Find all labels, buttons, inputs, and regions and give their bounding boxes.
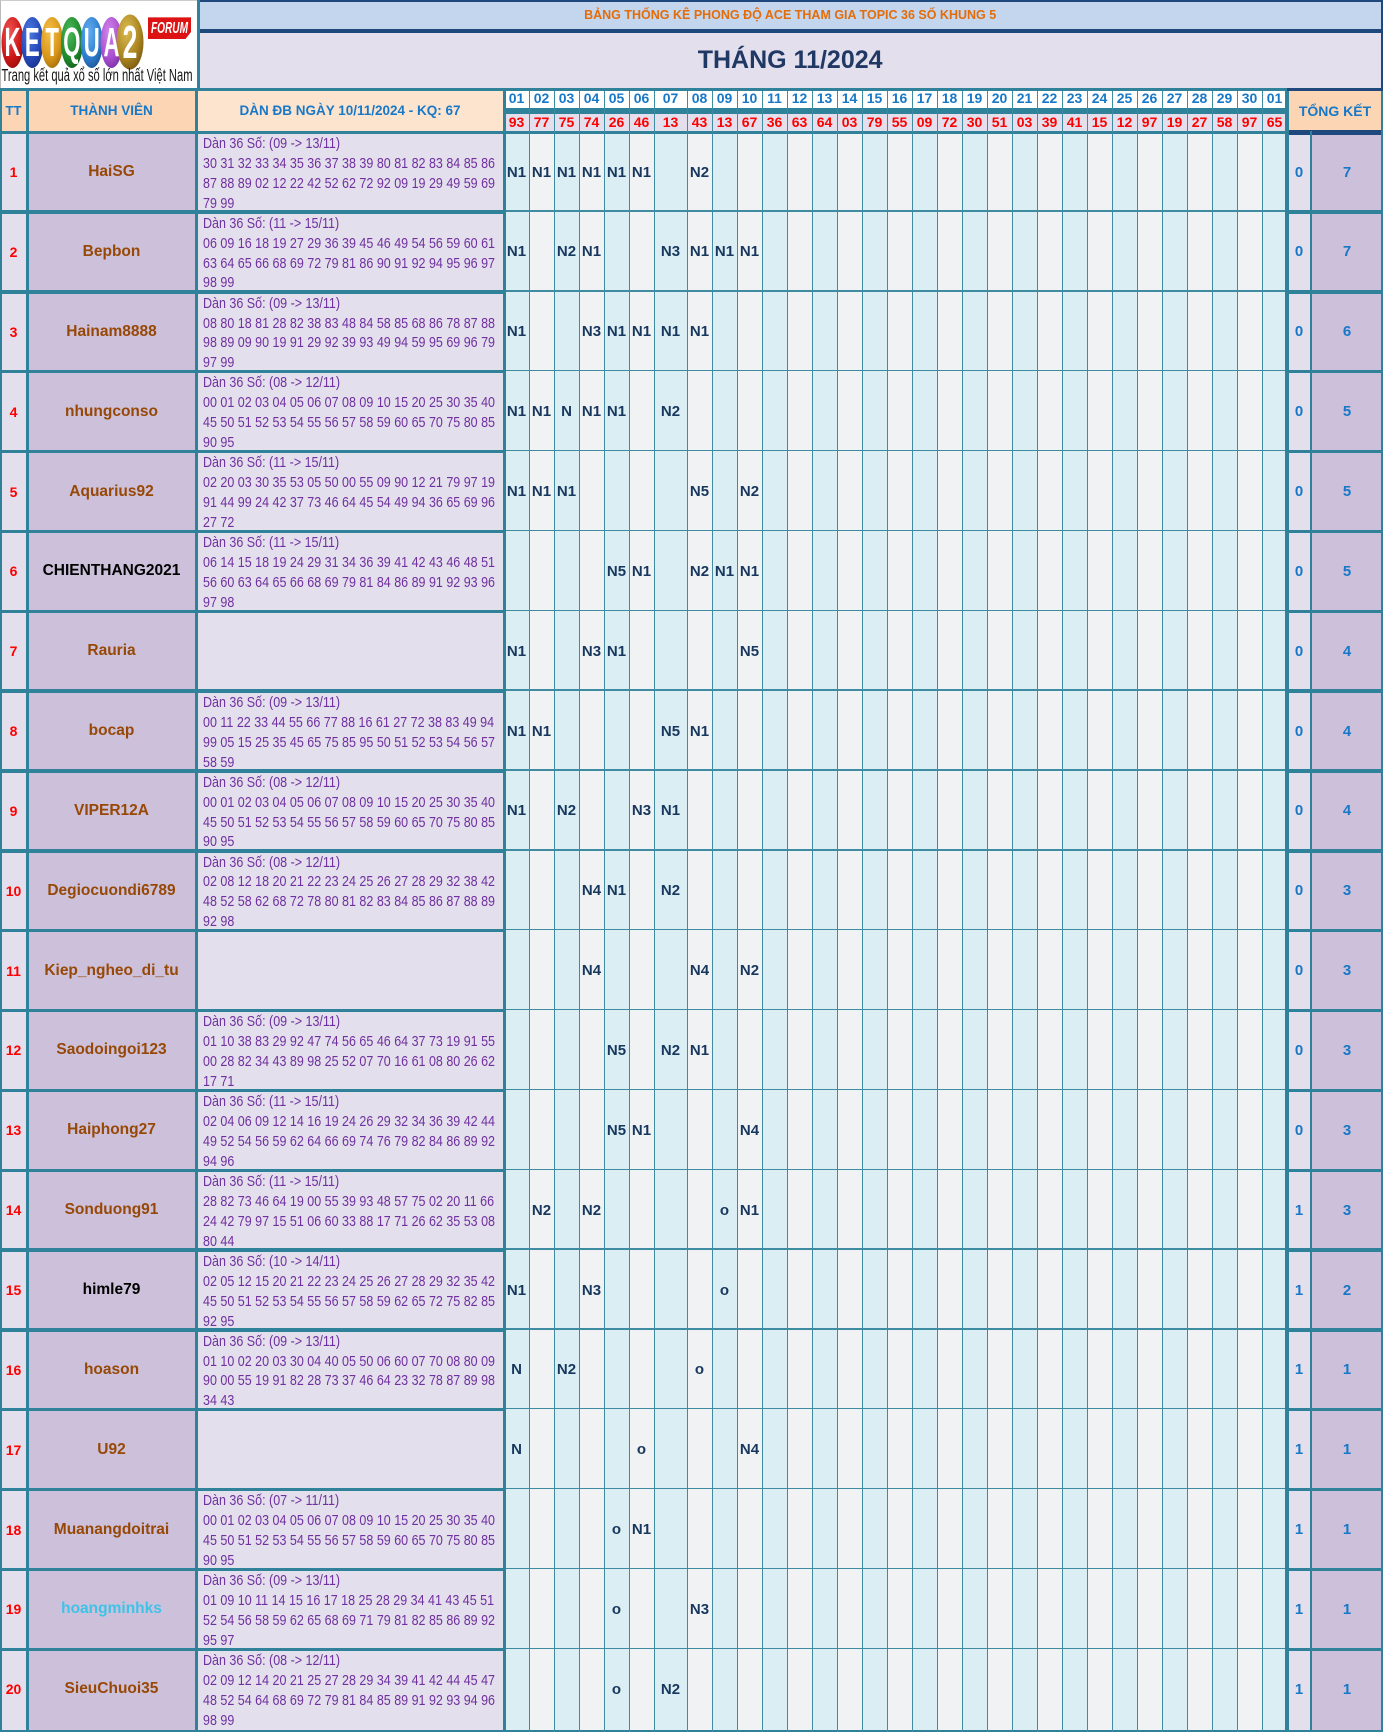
svg-text:T: T — [45, 19, 59, 65]
svg-text:Trang kết quả xổ số lớn nhất V: Trang kết quả xổ số lớn nhất Việt Nam — [2, 65, 193, 85]
svg-text:Q: Q — [63, 19, 80, 65]
svg-text:A: A — [104, 19, 120, 65]
svg-text:K: K — [4, 19, 20, 65]
svg-text:U: U — [84, 19, 100, 65]
svg-text:FORUM: FORUM — [151, 20, 188, 37]
svg-text:E: E — [25, 19, 40, 65]
svg-text:2: 2 — [123, 16, 138, 67]
